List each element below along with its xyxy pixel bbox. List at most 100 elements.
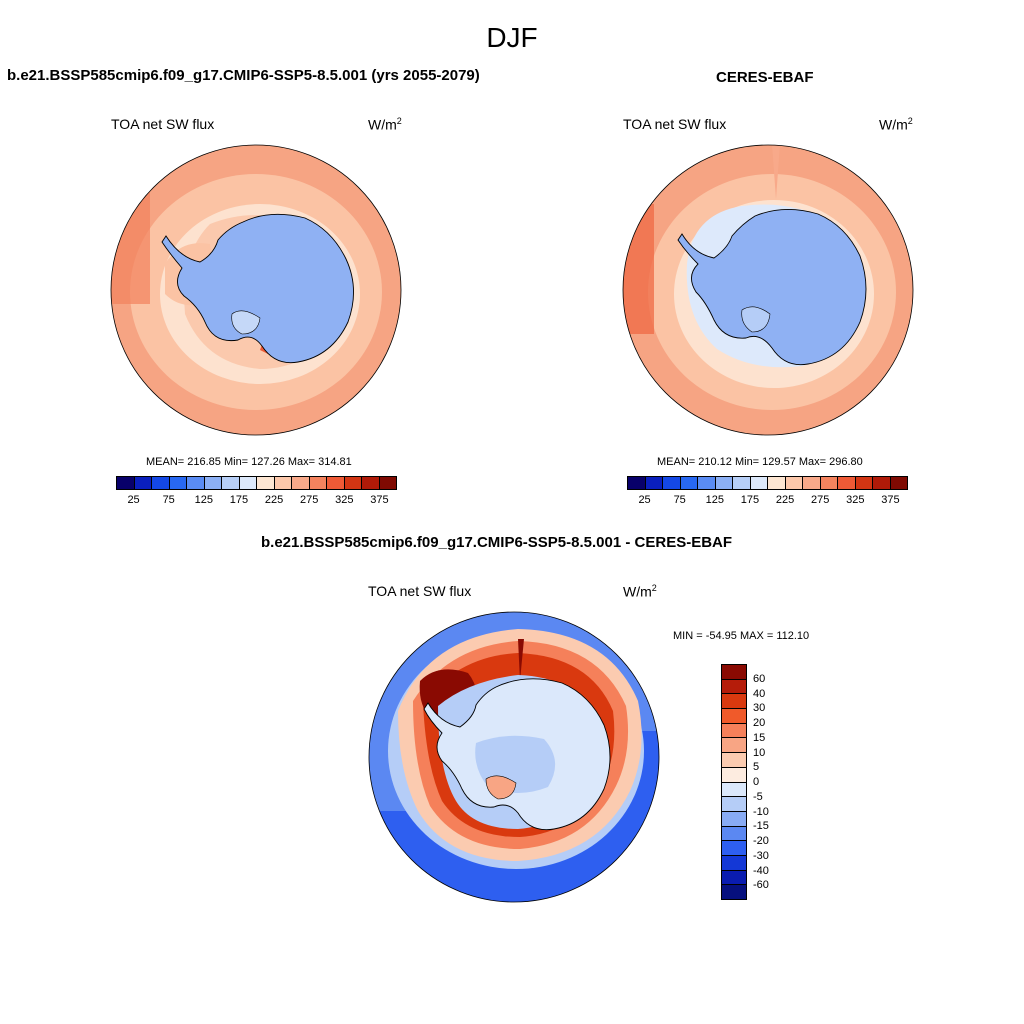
panel2-units: W/m2 bbox=[879, 116, 913, 133]
panel2-variable: TOA net SW flux bbox=[623, 116, 727, 132]
colorbar-swatch bbox=[274, 477, 292, 489]
colorbar-tick-label: 40 bbox=[753, 687, 766, 700]
colorbar-swatch bbox=[344, 477, 362, 489]
panel2-antarctica-land bbox=[677, 209, 867, 366]
colorbar-swatch bbox=[309, 477, 327, 489]
colorbar-swatch bbox=[362, 477, 380, 489]
colorbar-tick-label: 325 bbox=[846, 494, 865, 506]
colorbar-swatch bbox=[722, 694, 746, 710]
panel1-units: W/m2 bbox=[368, 116, 402, 133]
colorbar-swatch bbox=[722, 723, 746, 739]
panel3-stats: MIN = -54.95 MAX = 112.10 bbox=[673, 630, 810, 642]
colorbar-swatch bbox=[855, 477, 873, 489]
colorbar-swatch bbox=[169, 477, 187, 489]
panel3-colorbar: 60 40 30 20 15 10 5 0 -5 -10 -15 -20 -30 -40 -60 bbox=[721, 664, 769, 900]
colorbar-swatch bbox=[680, 477, 698, 489]
colorbar-tick-label: 325 bbox=[335, 494, 354, 506]
panel1-title: b.e21.BSSP585cmip6.f09_g17.CMIP6-SSP5-8.… bbox=[7, 67, 480, 84]
colorbar-tick-label: -40 bbox=[753, 864, 769, 877]
panel1-variable: TOA net SW flux bbox=[111, 116, 215, 132]
panel1-polar-map bbox=[110, 144, 402, 436]
colorbar-swatch bbox=[327, 477, 345, 489]
colorbar-tick-label: -20 bbox=[753, 835, 769, 847]
colorbar-swatch bbox=[785, 477, 803, 489]
figure-title: DJF bbox=[486, 22, 538, 53]
colorbar-tick-label: 175 bbox=[229, 494, 249, 506]
colorbar-tick-label: 225 bbox=[264, 494, 284, 506]
colorbar-swatch bbox=[750, 477, 768, 489]
colorbar-swatch bbox=[820, 477, 838, 489]
colorbar-swatch bbox=[187, 477, 205, 489]
colorbar-tick-label: 375 bbox=[881, 494, 900, 506]
panel1-stats: MEAN= 216.85 Min= 127.26 Max= 314.81 bbox=[146, 456, 352, 468]
panel3-title: b.e21.BSSP585cmip6.f09_g17.CMIP6-SSP5-8.… bbox=[261, 534, 733, 551]
colorbar-swatch bbox=[292, 477, 310, 489]
colorbar-tick-label: 175 bbox=[740, 494, 760, 506]
colorbar-tick-label: -5 bbox=[753, 790, 763, 803]
colorbar-swatch bbox=[628, 477, 646, 489]
colorbar-tick-label: 75 bbox=[162, 494, 175, 506]
panel2-stats: MEAN= 210.12 Min= 129.57 Max= 296.80 bbox=[657, 456, 863, 468]
colorbar-tick-label: -10 bbox=[753, 805, 769, 818]
panel1-antarctica-land bbox=[161, 213, 354, 364]
colorbar-tick-label: -60 bbox=[753, 879, 769, 892]
colorbar-swatch bbox=[722, 767, 746, 783]
colorbar-swatch bbox=[645, 477, 663, 489]
colorbar-swatch bbox=[152, 477, 170, 489]
panel2-colorbar: 25 75 125 175 225 275 325 375 bbox=[627, 476, 908, 506]
colorbar-tick-label: 275 bbox=[300, 494, 319, 506]
colorbar-tick-label: 60 bbox=[753, 672, 766, 685]
colorbar-swatch bbox=[239, 477, 257, 489]
colorbar-swatch bbox=[722, 826, 746, 842]
panel2-title: CERES-EBAF bbox=[716, 69, 814, 86]
colorbar-swatch bbox=[722, 665, 746, 680]
colorbar-swatch bbox=[838, 477, 856, 489]
colorbar-tick-label: 15 bbox=[753, 731, 766, 744]
colorbar-tick-label: 375 bbox=[370, 494, 389, 506]
colorbar-swatch bbox=[204, 477, 222, 489]
colorbar-swatch bbox=[663, 477, 681, 489]
colorbar-swatch bbox=[379, 477, 396, 489]
colorbar-tick-label: 25 bbox=[127, 494, 140, 506]
colorbar-swatch bbox=[722, 753, 746, 768]
colorbar-swatch bbox=[722, 885, 746, 899]
colorbar-tick-label: -30 bbox=[753, 849, 769, 862]
colorbar-swatch bbox=[257, 477, 275, 489]
colorbar-tick-label: 10 bbox=[753, 746, 766, 759]
colorbar-swatch bbox=[733, 477, 751, 489]
colorbar-tick-label: 25 bbox=[638, 494, 651, 506]
colorbar-tick-label: 30 bbox=[753, 702, 766, 715]
colorbar-swatch bbox=[715, 477, 733, 489]
colorbar-swatch bbox=[722, 709, 746, 724]
panel3-variable: TOA net SW flux bbox=[368, 583, 472, 599]
colorbar-swatch bbox=[722, 855, 746, 871]
colorbar-tick-label: 75 bbox=[673, 494, 686, 506]
panel1-colorbar: 25 75 125 175 225 275 325 375 bbox=[116, 476, 397, 506]
panel3-units: W/m2 bbox=[623, 583, 657, 600]
colorbar-swatch bbox=[722, 811, 746, 827]
colorbar-tick-label: 125 bbox=[705, 494, 724, 506]
colorbar-tick-label: 225 bbox=[775, 494, 795, 506]
colorbar-swatch bbox=[722, 841, 746, 856]
colorbar-swatch bbox=[768, 477, 786, 489]
colorbar-swatch bbox=[698, 477, 716, 489]
colorbar-tick-label: 125 bbox=[194, 494, 213, 506]
colorbar-swatch bbox=[722, 870, 746, 886]
colorbar-swatch bbox=[134, 477, 152, 489]
panel3-polar-map bbox=[368, 611, 660, 903]
colorbar-tick-label: -15 bbox=[753, 820, 769, 833]
colorbar-swatch bbox=[890, 477, 907, 489]
colorbar-tick-label: 275 bbox=[811, 494, 830, 506]
colorbar-swatch bbox=[873, 477, 891, 489]
colorbar-tick-label: 5 bbox=[753, 761, 760, 774]
colorbar-swatch bbox=[722, 797, 746, 812]
colorbar-swatch bbox=[722, 679, 746, 695]
panel2-polar-map bbox=[622, 144, 914, 436]
colorbar-tick-label: 0 bbox=[753, 776, 760, 788]
colorbar-swatch bbox=[722, 738, 746, 754]
colorbar-swatch bbox=[117, 477, 135, 489]
colorbar-swatch bbox=[222, 477, 240, 489]
colorbar-swatch bbox=[803, 477, 821, 489]
colorbar-swatch bbox=[722, 782, 746, 798]
colorbar-tick-label: 20 bbox=[753, 717, 766, 729]
